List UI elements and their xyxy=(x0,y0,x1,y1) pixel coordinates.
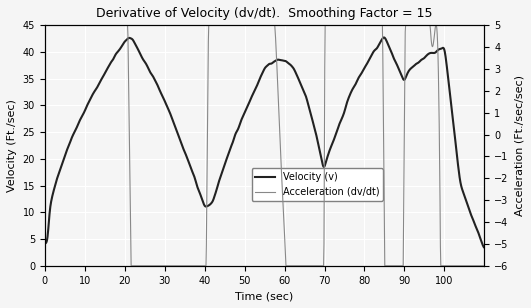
Legend: Velocity (v), Acceleration (dv/dt): Velocity (v), Acceleration (dv/dt) xyxy=(252,168,383,201)
Velocity (v) xyxy=(381,36,387,39)
Velocity (v) xyxy=(75,122,82,126)
Velocity (v) xyxy=(153,80,159,84)
Acceleration (dv/dt) xyxy=(481,264,487,268)
Acceleration (dv/dt) xyxy=(380,92,387,96)
Velocity (v) xyxy=(465,203,471,207)
Acceleration (dv/dt) xyxy=(465,264,471,268)
Velocity (v) xyxy=(380,36,386,40)
Velocity (v) xyxy=(41,241,48,245)
Acceleration (dv/dt) xyxy=(224,23,230,27)
Velocity (v) xyxy=(224,157,230,160)
Velocity (v) xyxy=(63,151,69,155)
Acceleration (dv/dt) xyxy=(63,23,69,27)
Acceleration (dv/dt) xyxy=(75,23,82,27)
Y-axis label: Acceleration (Ft./sec/sec): Acceleration (Ft./sec/sec) xyxy=(514,75,524,216)
Acceleration (dv/dt) xyxy=(128,264,134,268)
Velocity (v) xyxy=(481,246,487,249)
Acceleration (dv/dt) xyxy=(41,23,48,27)
Acceleration (dv/dt) xyxy=(153,264,159,268)
X-axis label: Time (sec): Time (sec) xyxy=(235,291,294,301)
Line: Acceleration (dv/dt): Acceleration (dv/dt) xyxy=(45,25,484,266)
Line: Velocity (v): Velocity (v) xyxy=(45,38,484,248)
Y-axis label: Velocity (Ft./sec): Velocity (Ft./sec) xyxy=(7,99,17,192)
Title: Derivative of Velocity (dv/dt).  Smoothing Factor = 15: Derivative of Velocity (dv/dt). Smoothin… xyxy=(96,7,433,20)
